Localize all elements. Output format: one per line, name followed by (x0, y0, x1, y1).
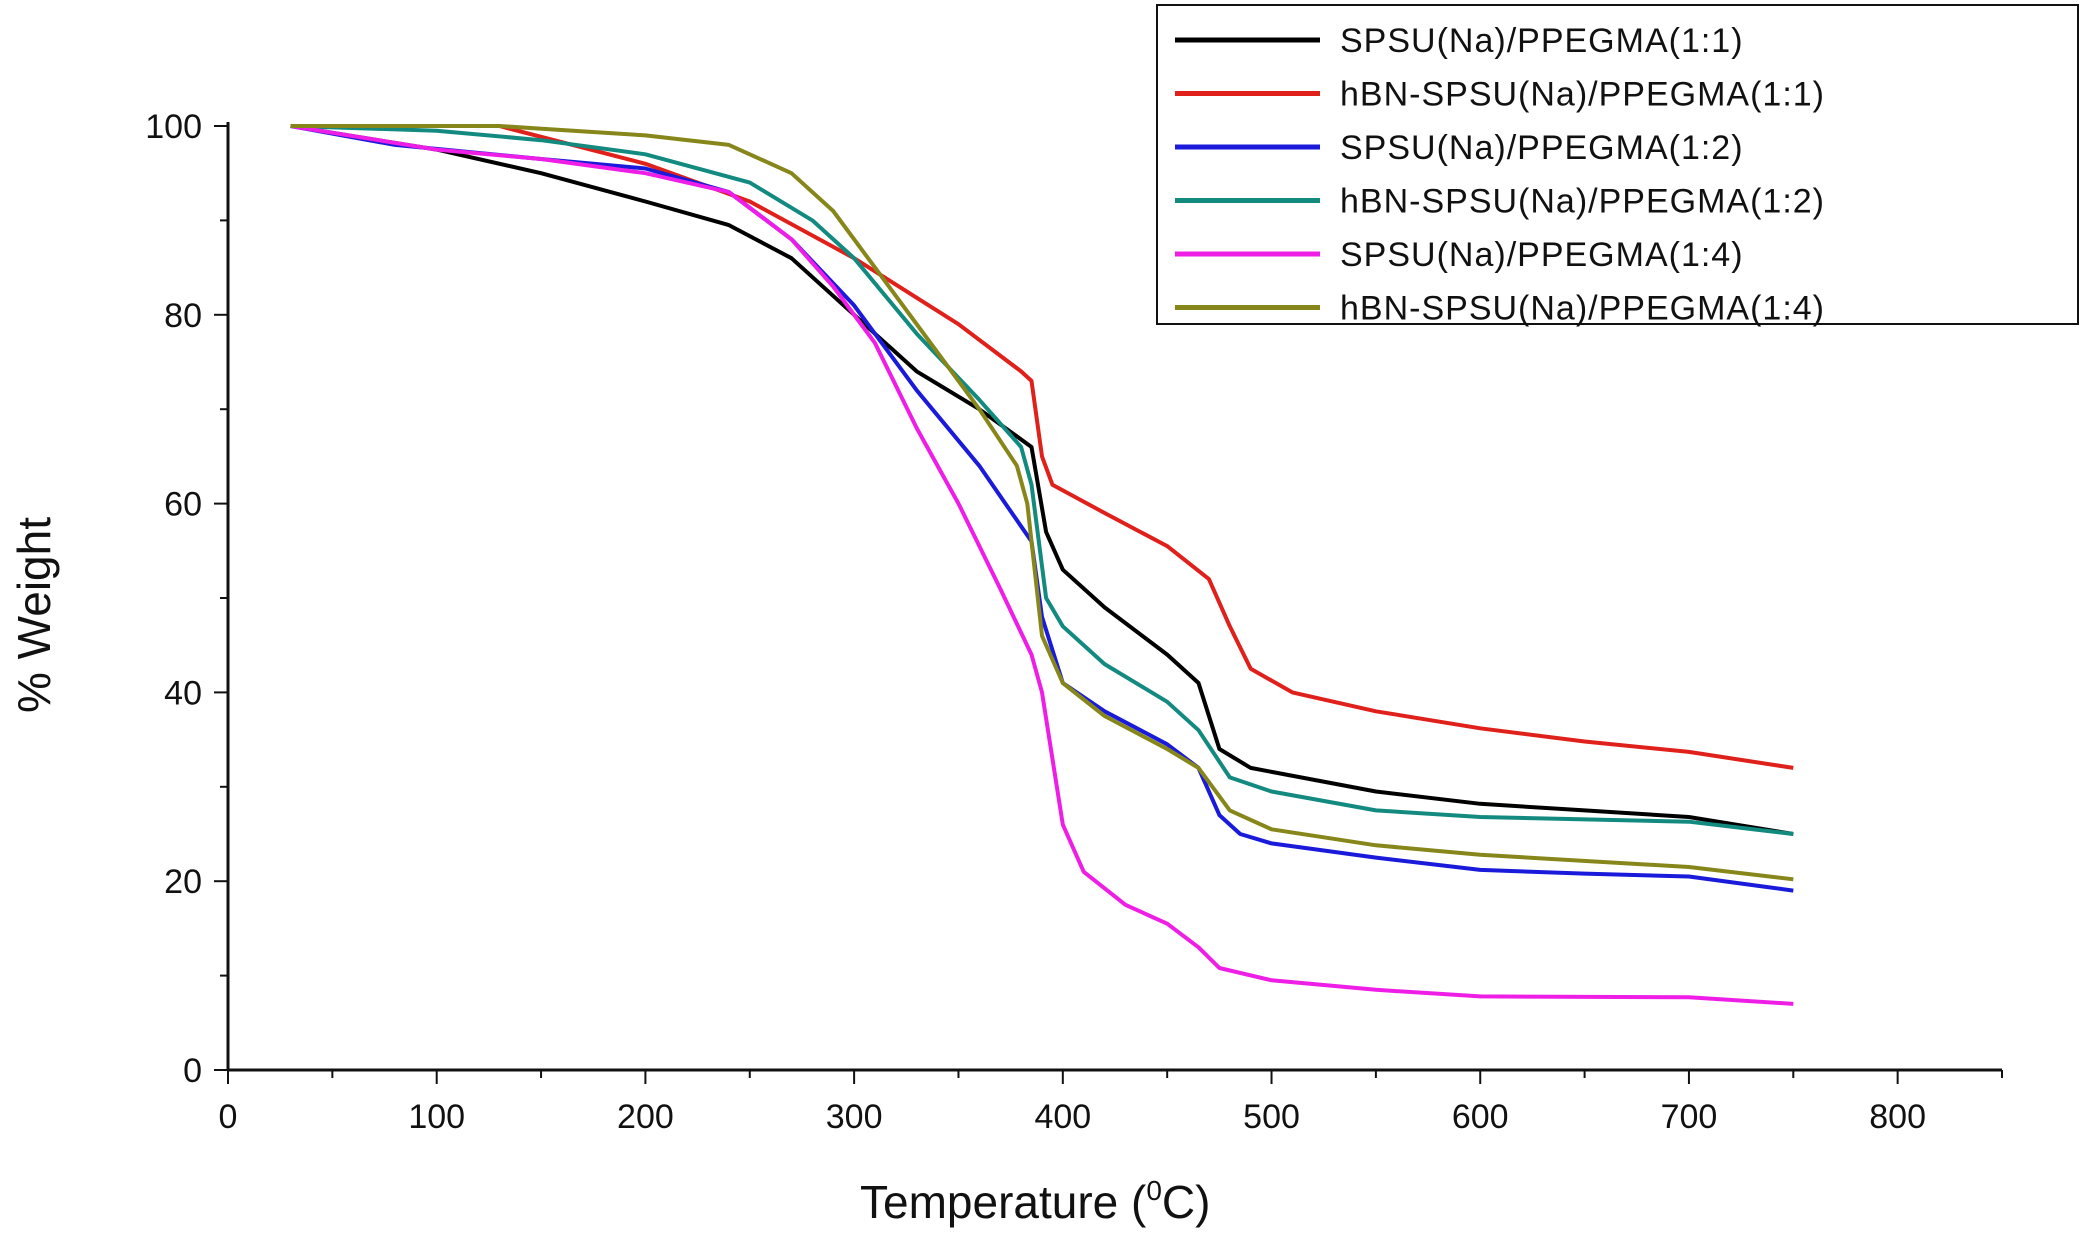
y-tick-label: 20 (164, 863, 202, 901)
series-line-6 (290, 124, 1794, 882)
legend-label-3: SPSU(Na)/PPEGMA(1:2) (1340, 129, 1744, 167)
series-lines (290, 124, 1794, 1006)
y-axis-label: % Weight (8, 517, 60, 713)
x-axis-label: Temperature (0C) (860, 1175, 1210, 1228)
legend-label-2: hBN-SPSU(Na)/PPEGMA(1:1) (1340, 76, 1825, 114)
legend-label-5: SPSU(Na)/PPEGMA(1:4) (1340, 236, 1744, 274)
series-line-2 (290, 124, 1794, 770)
x-tick-label: 500 (1243, 1098, 1300, 1136)
series-line-4 (290, 124, 1794, 836)
x-axis-label-main: Temperature ( (860, 1176, 1147, 1228)
x-tick-label: 0 (219, 1098, 238, 1136)
x-tick-label: 700 (1661, 1098, 1718, 1136)
y-tick-label: 100 (145, 108, 202, 146)
x-tick-label: 100 (408, 1098, 465, 1136)
legend: SPSU(Na)/PPEGMA(1:1) hBN-SPSU(Na)/PPEGMA(… (1156, 4, 2079, 328)
series-line-1 (290, 124, 1794, 836)
axes (226, 122, 2002, 1072)
y-tick-label: 0 (183, 1052, 202, 1090)
y-tick-label: 80 (164, 297, 202, 335)
x-tick-label: 300 (826, 1098, 883, 1136)
legend-label-4: hBN-SPSU(Na)/PPEGMA(1:2) (1340, 183, 1825, 221)
x-tick-label: 600 (1452, 1098, 1509, 1136)
legend-label-1: SPSU(Na)/PPEGMA(1:1) (1340, 22, 1744, 60)
legend-label-6: hBN-SPSU(Na)/PPEGMA(1:4) (1340, 290, 1825, 328)
x-axis-label-sup: 0 (1146, 1175, 1162, 1206)
legend-box (1156, 4, 2079, 325)
x-tick-label: 200 (617, 1098, 674, 1136)
x-axis-label-unit: C) (1162, 1176, 1211, 1228)
series-line-5 (290, 124, 1794, 1006)
x-tick-label: 400 (1034, 1098, 1091, 1136)
y-tick-label: 40 (164, 674, 202, 712)
x-tick-label: 800 (1869, 1098, 1926, 1136)
ticks: 0 100 200 300 400 500 600 700 800 0 20 40 60 80 100 (145, 108, 2003, 1136)
y-tick-label: 60 (164, 486, 202, 524)
